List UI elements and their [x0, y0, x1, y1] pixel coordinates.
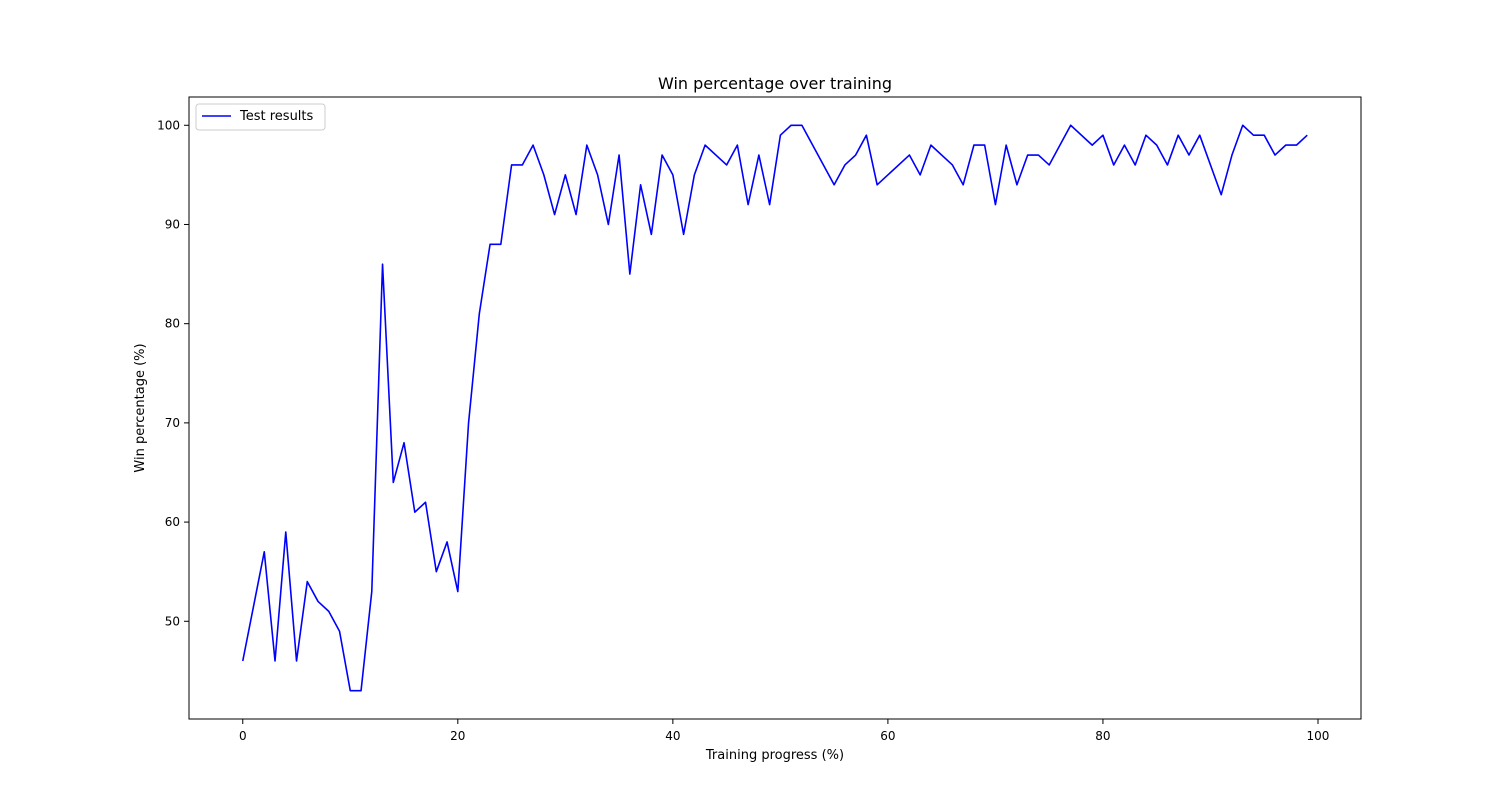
y-axis-label: Win percentage (%) — [133, 343, 148, 472]
plot-area — [188, 96, 1362, 720]
y-tick-label: 90 — [165, 217, 180, 231]
chart-title: Win percentage over training — [658, 74, 892, 93]
x-tick-label: 20 — [450, 729, 465, 743]
y-axis-ticks: 50 60 70 80 90 100 — [157, 118, 189, 628]
series-line-test-results — [241, 124, 1308, 692]
x-tick-label: 100 — [1307, 729, 1330, 743]
y-tick-label: 100 — [157, 118, 180, 132]
x-axis-label: Training progress (%) — [705, 748, 844, 763]
x-axis-ticks: 0 20 40 60 80 100 — [239, 719, 1330, 743]
legend-label-test-results: Test results — [239, 109, 314, 124]
y-tick-label: 60 — [165, 515, 180, 529]
legend: Test results — [195, 103, 326, 131]
y-tick-label: 80 — [165, 317, 180, 331]
x-tick-label: 0 — [239, 729, 247, 743]
y-tick-label: 50 — [165, 614, 180, 628]
x-tick-label: 40 — [665, 729, 680, 743]
x-tick-label: 60 — [880, 729, 895, 743]
x-tick-label: 80 — [1095, 729, 1110, 743]
legend-box — [195, 103, 326, 131]
y-tick-label: 70 — [165, 416, 180, 430]
